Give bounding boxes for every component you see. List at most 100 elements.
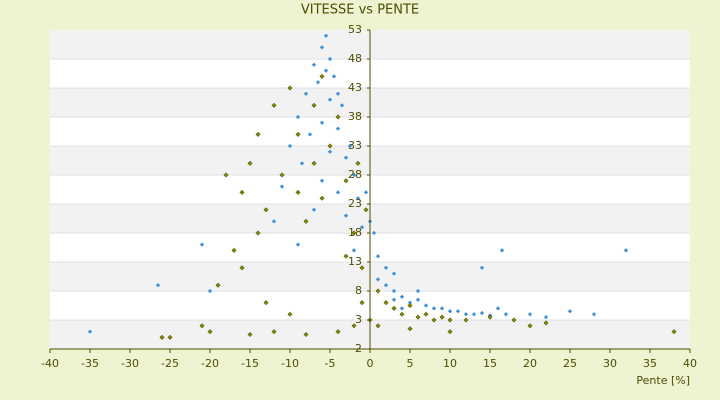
x-tick-label: -35 <box>81 357 99 370</box>
point <box>239 265 245 271</box>
x-tick-label: -20 <box>201 357 219 370</box>
point <box>359 300 365 306</box>
point <box>363 207 369 213</box>
point <box>495 306 501 311</box>
point <box>343 155 349 160</box>
point <box>247 332 253 337</box>
point <box>223 172 229 178</box>
point <box>567 309 573 314</box>
y-tick-label: 43 <box>348 81 362 94</box>
point <box>335 114 341 120</box>
point <box>407 300 413 305</box>
point <box>391 305 397 311</box>
point <box>479 265 485 270</box>
x-tick-label: 25 <box>563 357 577 370</box>
point <box>503 312 509 317</box>
point <box>295 242 301 247</box>
x-tick-label: -15 <box>241 357 259 370</box>
point <box>407 303 413 308</box>
point <box>167 334 173 340</box>
y-tick-label: 53 <box>348 23 362 36</box>
point <box>199 242 205 247</box>
x-tick-label: 15 <box>483 357 497 370</box>
point <box>155 283 161 288</box>
point <box>623 248 629 253</box>
point <box>415 297 421 302</box>
point <box>375 277 381 282</box>
points <box>87 33 677 340</box>
point <box>455 309 461 314</box>
chart-title: VITESSE vs PENTE <box>301 3 419 18</box>
point <box>215 282 221 288</box>
point <box>351 230 357 236</box>
y-tick-label: 18 <box>348 226 362 239</box>
x-tick-label: -40 <box>41 357 59 370</box>
point <box>311 207 317 212</box>
point <box>199 323 205 329</box>
point <box>231 247 237 253</box>
point <box>279 172 285 178</box>
point <box>375 254 381 259</box>
point <box>311 160 317 166</box>
point <box>391 271 397 276</box>
x-tick-label: 35 <box>643 357 657 370</box>
point <box>319 195 325 201</box>
point <box>471 312 477 317</box>
point <box>355 196 361 201</box>
point <box>511 317 517 323</box>
point <box>207 329 213 335</box>
point <box>527 323 533 329</box>
point <box>543 320 549 326</box>
point <box>423 311 429 317</box>
point <box>239 189 245 195</box>
point <box>415 288 421 294</box>
point <box>299 161 305 166</box>
x-tick-label: 0 <box>367 357 374 370</box>
point <box>159 334 165 340</box>
point <box>255 230 261 236</box>
y-tick-label: 33 <box>348 139 362 152</box>
point <box>439 314 445 320</box>
point <box>383 300 389 306</box>
point <box>359 265 365 271</box>
point <box>447 329 453 335</box>
point <box>295 189 301 195</box>
point <box>399 306 405 311</box>
x-tick-label: -30 <box>121 357 139 370</box>
point <box>351 323 357 329</box>
point <box>303 218 309 224</box>
point <box>343 253 349 259</box>
point <box>295 131 301 137</box>
point <box>327 149 333 154</box>
point <box>271 102 277 108</box>
x-tick-label: -10 <box>281 357 299 370</box>
y-tick-label: 28 <box>348 168 362 181</box>
x-tick-label: 40 <box>683 357 697 370</box>
point <box>287 143 293 149</box>
y-tick-label: 8 <box>355 284 362 297</box>
point <box>359 225 365 230</box>
point <box>479 310 485 316</box>
point <box>271 329 277 335</box>
y-tick-label: 48 <box>348 52 362 65</box>
x-tick-label: 20 <box>523 357 537 370</box>
point <box>375 288 381 294</box>
y-tick-label: 13 <box>348 255 362 268</box>
point <box>499 248 505 253</box>
x-tick-label: -5 <box>325 357 336 370</box>
point <box>447 317 453 323</box>
point <box>335 190 341 195</box>
point <box>279 184 285 189</box>
point <box>591 312 597 317</box>
point <box>383 265 389 270</box>
x-tick-label: 30 <box>603 357 617 370</box>
point <box>355 160 361 166</box>
point <box>399 311 405 317</box>
point <box>363 190 369 195</box>
point <box>431 317 437 323</box>
point <box>439 306 445 311</box>
point <box>527 312 533 317</box>
point <box>319 178 325 183</box>
point <box>255 131 261 137</box>
